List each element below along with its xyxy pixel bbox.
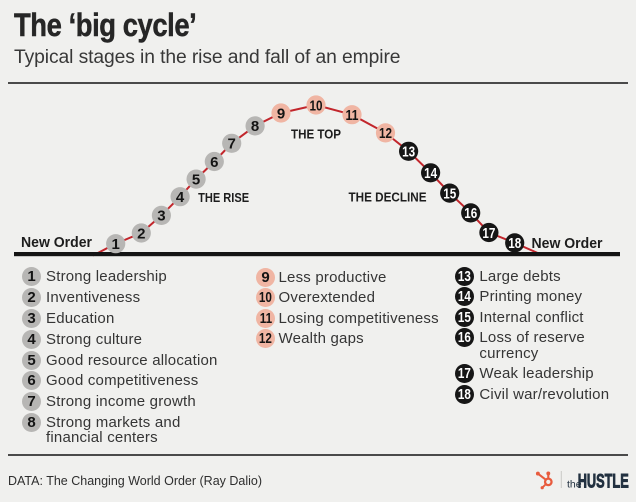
svg-text:the: the xyxy=(567,478,582,490)
svg-text:New Order: New Order xyxy=(532,236,603,252)
svg-text:HUSTLE: HUSTLE xyxy=(578,470,629,492)
svg-text:THE DECLINE: THE DECLINE xyxy=(349,190,427,205)
svg-text:10: 10 xyxy=(310,97,323,114)
svg-text:16: 16 xyxy=(464,205,477,222)
svg-text:11: 11 xyxy=(346,107,359,124)
svg-text:THE RISE: THE RISE xyxy=(198,190,249,205)
svg-text:3: 3 xyxy=(157,208,165,225)
svg-text:1: 1 xyxy=(112,236,120,253)
svg-text:New Order: New Order xyxy=(21,235,92,251)
svg-text:12: 12 xyxy=(379,125,392,142)
svg-text:13: 13 xyxy=(402,144,415,161)
svg-text:5: 5 xyxy=(192,171,200,188)
svg-text:17: 17 xyxy=(482,225,495,242)
svg-text:6: 6 xyxy=(210,154,218,171)
svg-text:8: 8 xyxy=(251,118,259,135)
svg-text:15: 15 xyxy=(443,185,456,202)
svg-text:18: 18 xyxy=(508,235,521,252)
svg-text:THE TOP: THE TOP xyxy=(291,127,341,142)
svg-text:2: 2 xyxy=(137,225,145,242)
svg-text:14: 14 xyxy=(424,165,438,182)
svg-text:4: 4 xyxy=(176,189,185,206)
svg-text:7: 7 xyxy=(228,136,236,153)
svg-text:9: 9 xyxy=(277,105,285,122)
